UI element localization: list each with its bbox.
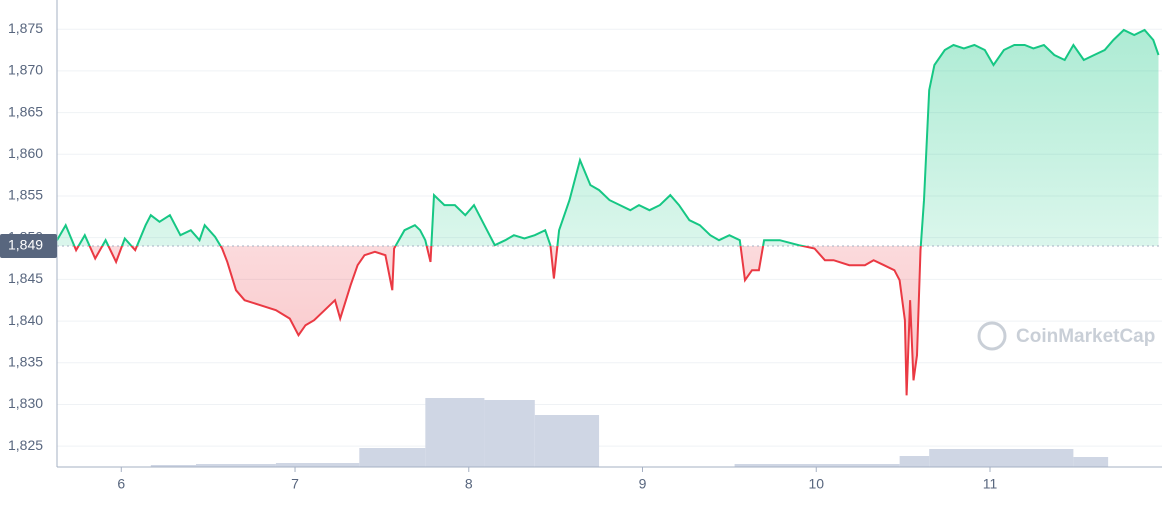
volume-bar [899,456,930,467]
y-tick-label: 1,845 [8,270,43,286]
volume-bar [1073,457,1109,467]
x-tick-label: 11 [983,476,998,492]
volume-bar [534,415,600,467]
y-tick-label: 1,840 [8,312,43,328]
area-above [57,30,1159,247]
volume-bar [425,398,485,467]
x-tick-label: 6 [117,476,125,492]
x-tick-label: 7 [291,476,299,492]
y-tick-label: 1,875 [8,20,43,36]
volume-bar [195,464,276,467]
volume-bar [929,449,1074,467]
watermark-text: CoinMarketCap [1016,326,1155,347]
area-below [57,246,1159,396]
y-tick-label: 1,860 [8,145,43,161]
volume-bar [484,400,535,467]
y-tick-label: 1,835 [8,353,43,369]
watermark: CoinMarketCap [977,321,1155,351]
y-tick-label: 1,865 [8,103,43,119]
y-tick-label: 1,825 [8,437,43,453]
volume-bar [359,448,426,467]
x-tick-label: 8 [465,476,473,492]
x-tick-label: 9 [639,476,647,492]
y-tick-label: 1,855 [8,187,43,203]
price-line-above [57,28,1160,247]
baseline-label: 1,849 [8,237,43,253]
y-tick-label: 1,830 [8,395,43,411]
x-tick-label: 10 [808,476,824,492]
volume-bar [275,463,360,467]
watermark-logo [977,321,1007,351]
y-tick-label: 1,870 [8,62,43,78]
volume-bar [734,464,900,467]
volume-bar [150,465,196,467]
price-line-below [73,246,922,396]
baseline-label-box [0,234,57,259]
